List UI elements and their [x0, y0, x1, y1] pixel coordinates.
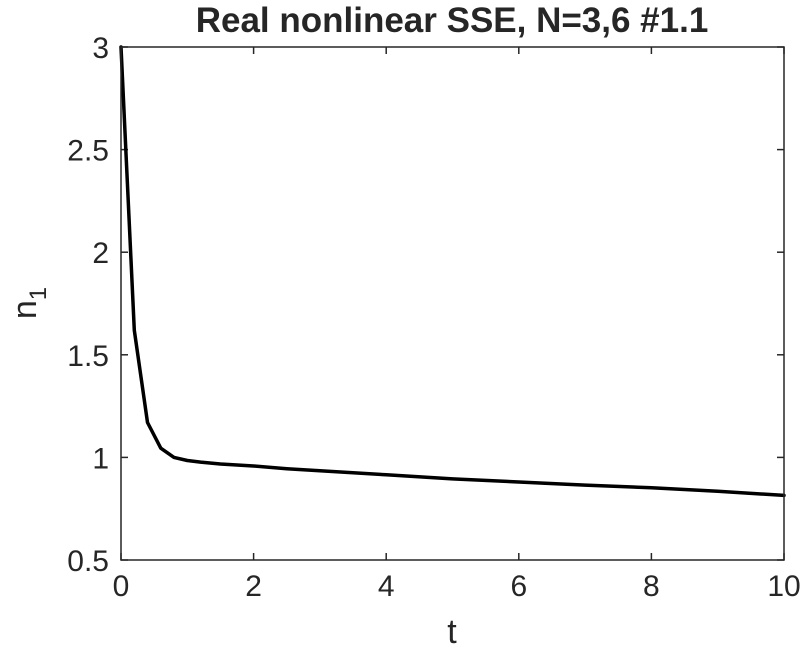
y-tick-label: 0.5	[67, 545, 109, 578]
y-tick-label: 1.5	[67, 340, 109, 373]
x-tick-label: 6	[510, 570, 527, 603]
y-tick-label: 2.5	[67, 135, 109, 168]
series-line	[119, 45, 786, 498]
plot-background	[121, 47, 784, 560]
y-tick-label: 3	[92, 32, 109, 65]
y-tick-label: 2	[92, 237, 109, 270]
chart-title: Real nonlinear SSE, N=3,6 #1.1	[196, 1, 709, 40]
x-tick-label: 0	[113, 570, 130, 603]
axes-box	[120, 46, 785, 561]
x-tick-label: 2	[245, 570, 262, 603]
y-axis-label-subscript: 1	[25, 287, 52, 300]
y-axis-label: n1	[6, 287, 52, 319]
x-tick-label: 10	[767, 570, 800, 603]
y-tick-label: 1	[92, 442, 109, 475]
x-tick-label: 8	[643, 570, 660, 603]
y-axis-label-main: n	[6, 300, 44, 319]
y-axis-label-group: n1	[6, 287, 52, 319]
x-tick-label: 4	[378, 570, 395, 603]
x-axis-label: t	[447, 613, 457, 648]
